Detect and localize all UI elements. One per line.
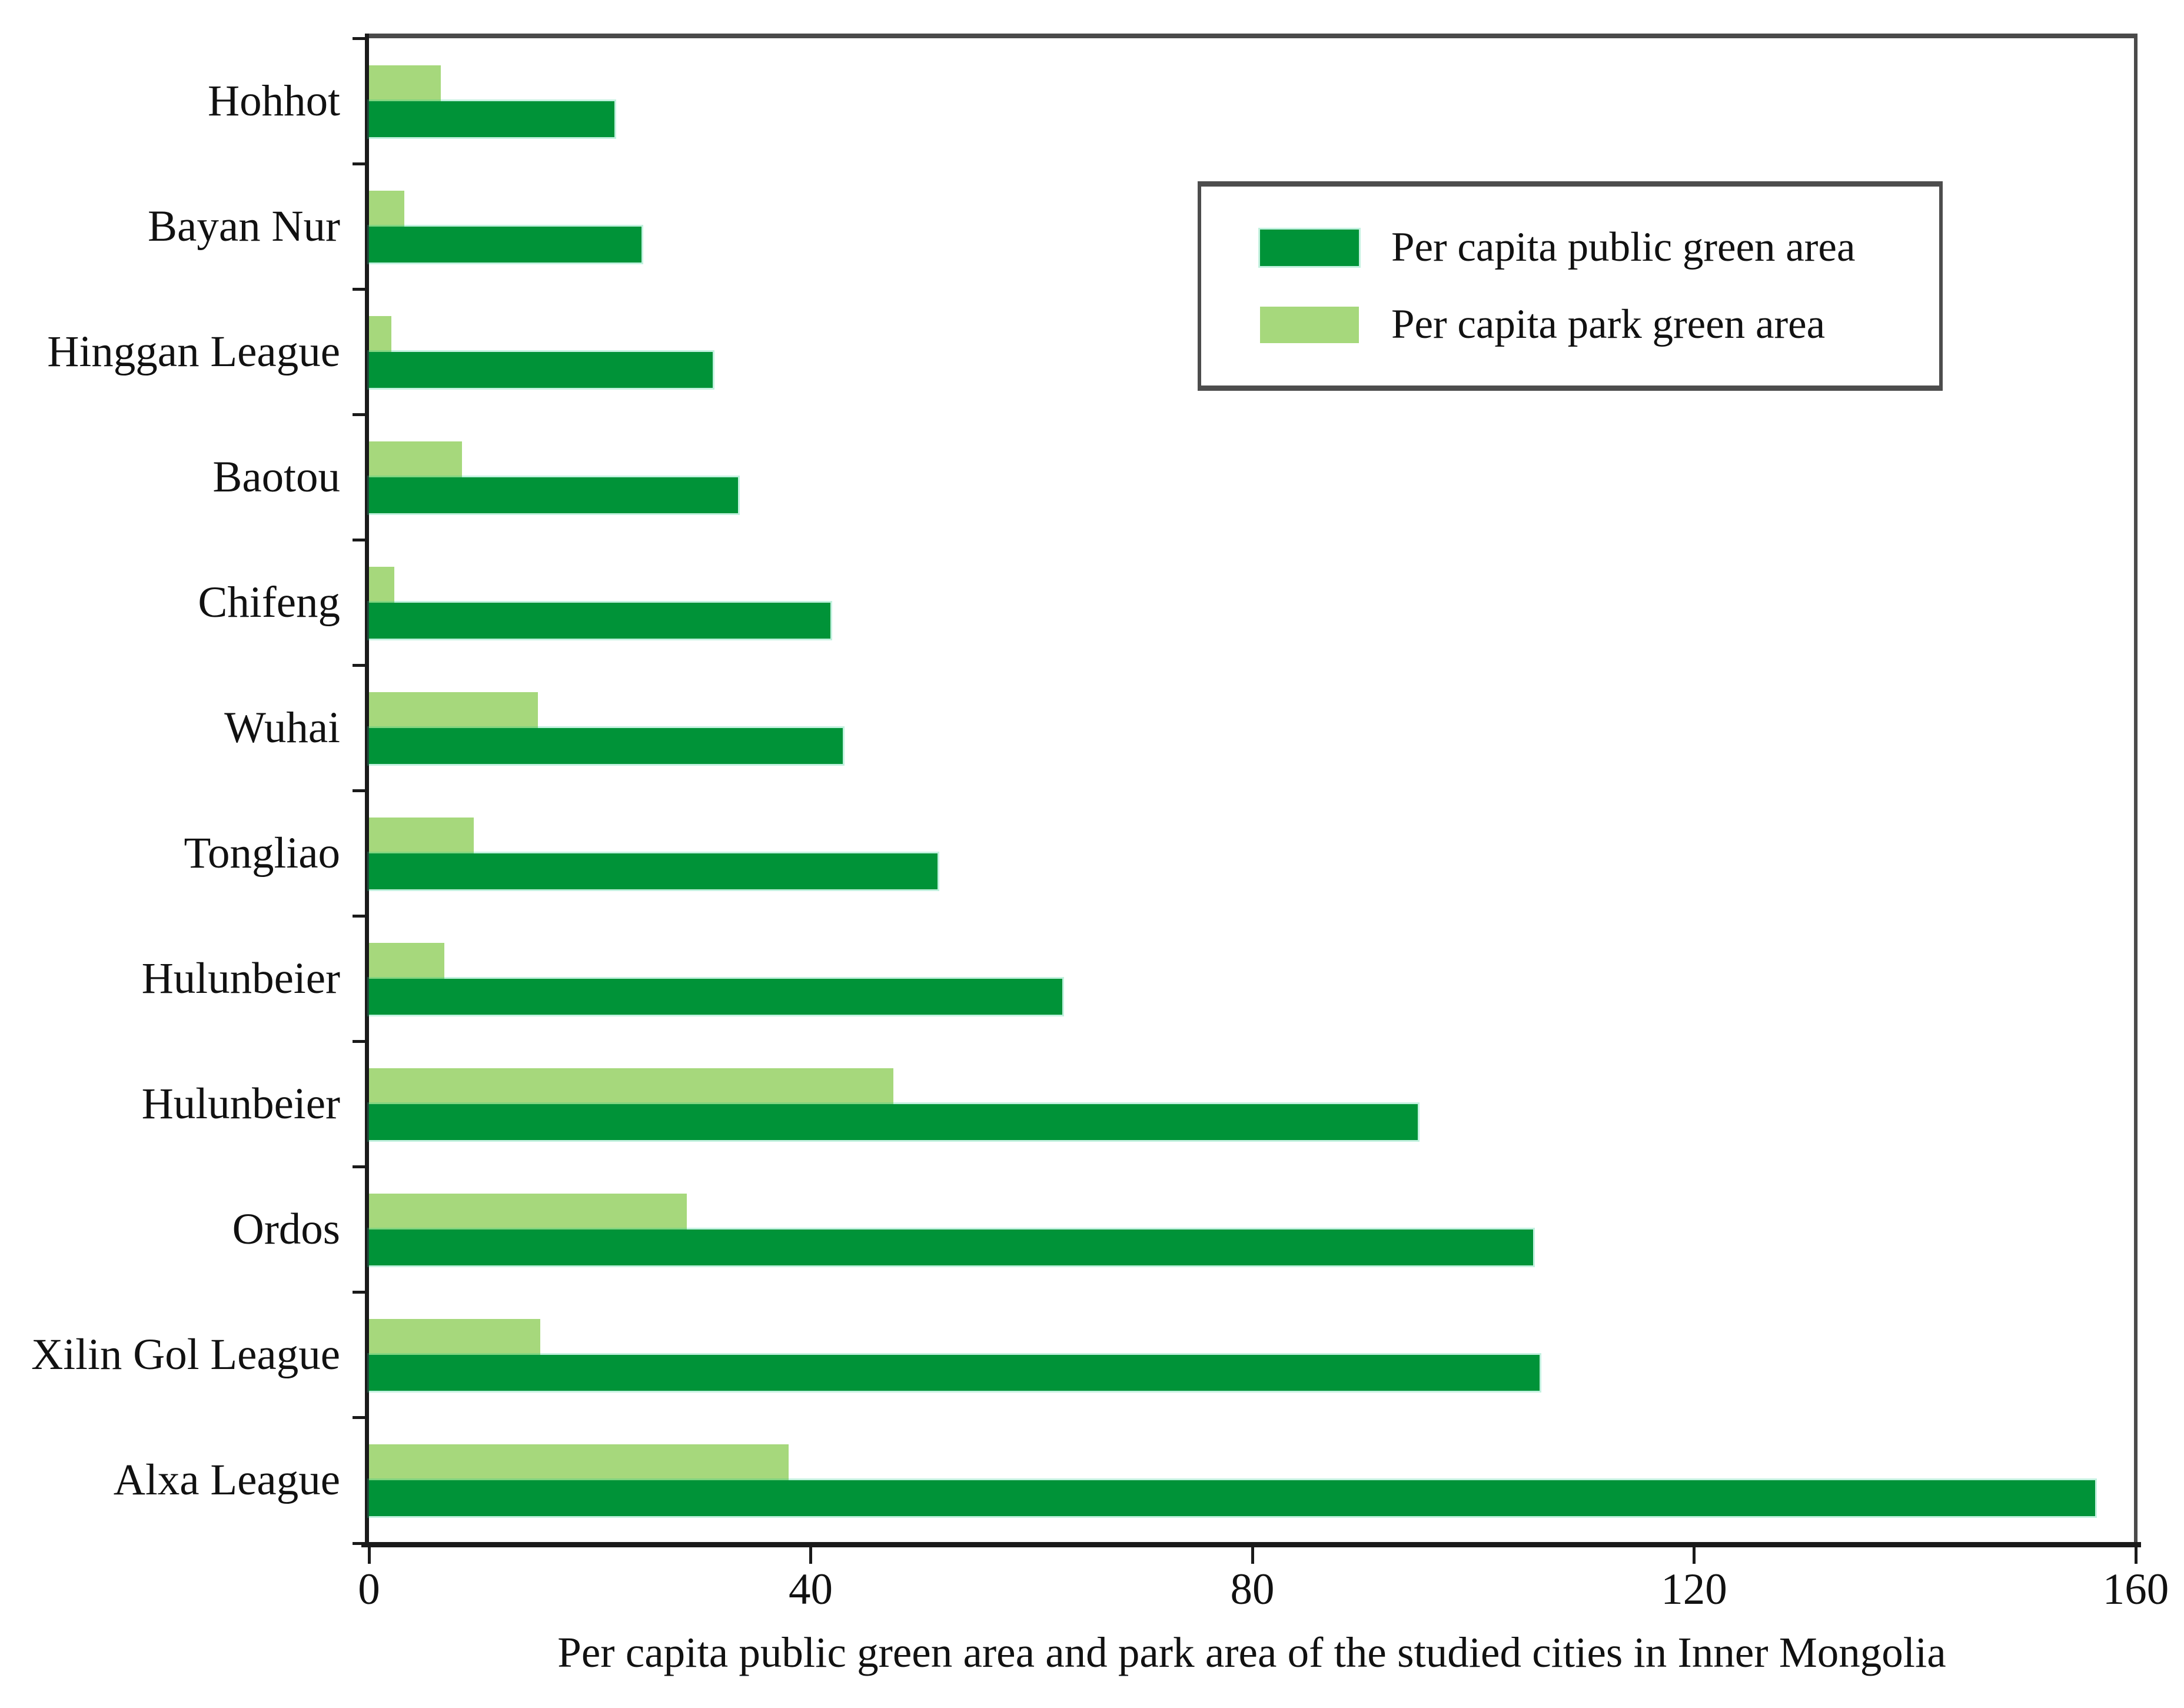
bar-row <box>367 289 2136 414</box>
legend-label-park-green: Per capita park green area <box>1391 301 1826 347</box>
park-green-bar <box>369 1444 789 1481</box>
y-axis-tick <box>353 413 369 416</box>
x-axis-line <box>361 1542 2141 1547</box>
x-axis-tick-label: 160 <box>2102 1565 2169 1614</box>
park-green-bar <box>369 943 444 979</box>
y-axis-tick <box>353 162 369 165</box>
y-axis-tick <box>353 663 369 667</box>
y-axis-category-label: Chifeng <box>198 577 340 627</box>
park-green-bar <box>369 65 441 101</box>
park-green-bar <box>369 1319 540 1355</box>
public-green-bar <box>367 726 845 766</box>
x-axis-tick-label: 80 <box>1230 1565 1275 1614</box>
public-green-bar <box>367 350 714 390</box>
y-axis-category-label: Ordos <box>232 1205 340 1254</box>
plot-area <box>367 38 2136 1543</box>
bar-row <box>367 1042 2136 1167</box>
y-axis-category-label: Tongliao <box>184 829 340 878</box>
y-axis-tick <box>353 1165 369 1169</box>
park-green-bar <box>369 190 405 227</box>
y-axis-tick <box>353 287 369 291</box>
bar-row <box>367 1292 2136 1418</box>
y-axis-category-label: Xilin Gol League <box>31 1330 340 1380</box>
y-axis-category-label: Baotou <box>212 452 340 501</box>
bar-row <box>367 916 2136 1042</box>
park-green-bar <box>369 315 391 352</box>
y-axis-tick <box>353 1040 369 1044</box>
bar-row <box>367 540 2136 665</box>
y-axis-category-label: Hohhot <box>208 76 340 125</box>
y-axis-category-label: Hulunbeier <box>141 1079 340 1129</box>
x-axis-tick <box>809 1547 812 1564</box>
public-green-area-swatch <box>1258 227 1361 268</box>
x-axis-title: Per capita public green area and park ar… <box>557 1629 1946 1676</box>
x-axis-tick-label: 40 <box>789 1565 833 1614</box>
public-green-bar <box>367 475 740 515</box>
y-axis-tick <box>353 36 369 40</box>
public-green-bar <box>367 224 644 264</box>
public-green-bar <box>367 1478 2097 1518</box>
bar-row <box>367 1167 2136 1292</box>
y-axis-tick <box>353 538 369 541</box>
bar-row <box>367 665 2136 790</box>
bar-row <box>367 414 2136 540</box>
x-axis-tick-label: 120 <box>1661 1565 1727 1614</box>
park-green-bar <box>369 818 474 853</box>
y-axis-tick <box>353 1416 369 1420</box>
bar-row <box>367 164 2136 289</box>
x-axis-tick-label: 0 <box>358 1565 380 1614</box>
park-green-area-swatch <box>1260 306 1359 343</box>
x-axis-tick <box>1251 1547 1254 1564</box>
public-green-bar <box>367 600 833 640</box>
y-axis-category-label: Hinggan League <box>47 327 340 376</box>
public-green-bar <box>367 1102 1420 1142</box>
bar-row <box>367 38 2136 164</box>
y-axis-labels: Hohhot Bayan Nur Hinggan League Baotou Chife… <box>0 38 340 1543</box>
y-axis-tick <box>353 1291 369 1294</box>
legend: Per capita public green area Per capita … <box>1198 181 1943 391</box>
bar-row <box>367 1418 2136 1543</box>
bar-row <box>367 790 2136 916</box>
x-axis-tick <box>2134 1547 2138 1564</box>
plot-frame-top <box>365 34 2138 38</box>
y-axis-category-label: Wuhai <box>224 703 340 752</box>
legend-label-public-green: Per capita public green area <box>1391 224 1856 270</box>
public-green-bar <box>367 1228 1535 1268</box>
park-green-bar <box>369 692 538 728</box>
public-green-bar <box>367 852 940 891</box>
y-axis-category-label: Hulunbeier <box>141 954 340 1003</box>
park-green-bar <box>369 1068 894 1105</box>
y-axis-tick <box>353 1541 369 1545</box>
park-green-bar <box>369 1194 687 1230</box>
plot-frame-right <box>2134 34 2138 1547</box>
y-axis-tick <box>353 789 369 792</box>
x-axis-tick <box>1693 1547 1696 1564</box>
y-axis-category-label: Alxa League <box>113 1456 340 1505</box>
public-green-bar <box>367 1353 1541 1393</box>
public-green-bar <box>367 99 616 139</box>
y-axis-category-label: Bayan Nur <box>148 201 340 251</box>
y-axis-tick <box>353 915 369 918</box>
park-green-bar <box>369 566 395 603</box>
public-green-bar <box>367 977 1065 1017</box>
park-green-bar <box>369 441 462 477</box>
x-axis-tick <box>367 1547 371 1564</box>
legend-item-park-green: Per capita park green area <box>1260 301 1939 348</box>
legend-item-public-green: Per capita public green area <box>1258 224 1939 271</box>
